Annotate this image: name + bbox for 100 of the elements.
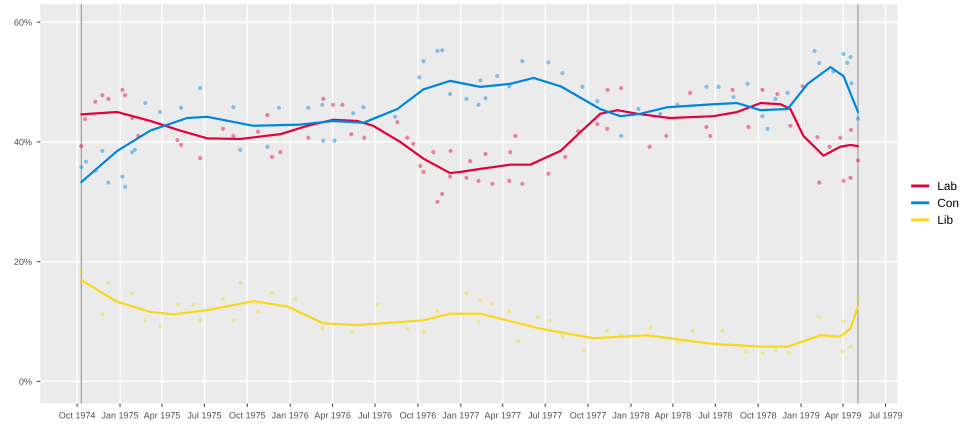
point (132, 148, 138, 152)
x-tick-label: Jan 1976 (272, 412, 308, 418)
point (440, 48, 444, 52)
point (158, 324, 162, 328)
point (392, 114, 398, 119)
point (744, 349, 748, 354)
point (507, 309, 512, 314)
point (256, 309, 260, 314)
point (478, 298, 482, 303)
point (231, 318, 236, 322)
point (690, 328, 695, 333)
point (786, 90, 790, 95)
x-tick-label: Apr 1979 (824, 412, 861, 420)
point (546, 60, 551, 64)
point (464, 291, 468, 296)
x-tick-label: Jan 1977 (442, 412, 479, 418)
point (856, 296, 860, 301)
point (658, 112, 662, 116)
point (516, 338, 520, 343)
point (79, 270, 84, 274)
x-tick-label: Jul 1978 (698, 412, 732, 418)
point (495, 74, 500, 78)
point (773, 96, 778, 101)
x-tick-label: Apr 1978 (654, 412, 691, 420)
x-tick-label: Oct 1974 (59, 412, 96, 418)
point (276, 106, 282, 110)
point (731, 94, 736, 100)
x-tick-label: Jan 1978 (612, 412, 650, 418)
point (548, 318, 552, 322)
point (79, 164, 84, 170)
point (321, 138, 326, 143)
point (350, 330, 354, 334)
point (848, 54, 853, 60)
x-tick-label: Oct 1977 (570, 412, 606, 418)
point (106, 180, 110, 185)
point (448, 92, 452, 96)
point (483, 96, 488, 100)
point (765, 126, 770, 131)
point (581, 348, 586, 352)
legend-label: Con (938, 198, 958, 208)
line-series (80, 279, 860, 348)
point (831, 69, 836, 74)
point (220, 296, 226, 301)
point (435, 48, 440, 54)
point (293, 296, 298, 301)
point (93, 168, 98, 173)
point (320, 102, 324, 107)
point (106, 280, 110, 285)
point (720, 328, 724, 333)
point (375, 302, 380, 307)
point (648, 325, 653, 330)
legend-label: Lab (938, 181, 957, 190)
x-tick-label: Jan 1975 (102, 412, 138, 418)
point (405, 326, 410, 331)
point (265, 144, 270, 149)
point (636, 106, 640, 112)
point (841, 52, 846, 56)
point (84, 160, 88, 164)
y-tick-label: 60% (14, 19, 32, 26)
point (476, 102, 481, 107)
point (704, 84, 709, 89)
x-tick-label: Oct 1975 (229, 412, 266, 418)
point (191, 302, 196, 307)
point (716, 84, 721, 89)
point (123, 184, 128, 189)
point (580, 84, 585, 89)
point (773, 348, 778, 352)
line-series (80, 66, 860, 184)
point (435, 309, 440, 314)
x-tick-label: Jan 1979 (782, 412, 820, 418)
x-tick-label: Jul 1976 (358, 412, 392, 418)
point (619, 134, 624, 138)
x-tick-label: Jul 1975 (187, 412, 222, 418)
point (760, 114, 764, 118)
y-tick-label: 0% (19, 378, 32, 385)
x-tick-label: Apr 1976 (314, 412, 351, 420)
point (849, 81, 854, 86)
point (490, 301, 495, 306)
point (848, 344, 853, 349)
point (306, 106, 310, 110)
point (130, 291, 134, 296)
point (320, 326, 324, 331)
point (238, 280, 242, 285)
point (417, 75, 422, 80)
point (817, 314, 822, 319)
point (198, 318, 202, 322)
x-tick-label: Oct 1978 (740, 412, 776, 418)
point (361, 105, 366, 110)
point (270, 290, 274, 295)
x-tick-label: Apr 1977 (484, 412, 521, 420)
point (605, 328, 610, 333)
point (520, 59, 524, 64)
point (856, 116, 860, 121)
point (745, 82, 750, 86)
point (100, 148, 104, 154)
point (143, 318, 148, 322)
point (100, 312, 104, 316)
point (478, 78, 482, 82)
point (421, 59, 426, 64)
x-tick-label: Apr 1975 (144, 412, 180, 420)
